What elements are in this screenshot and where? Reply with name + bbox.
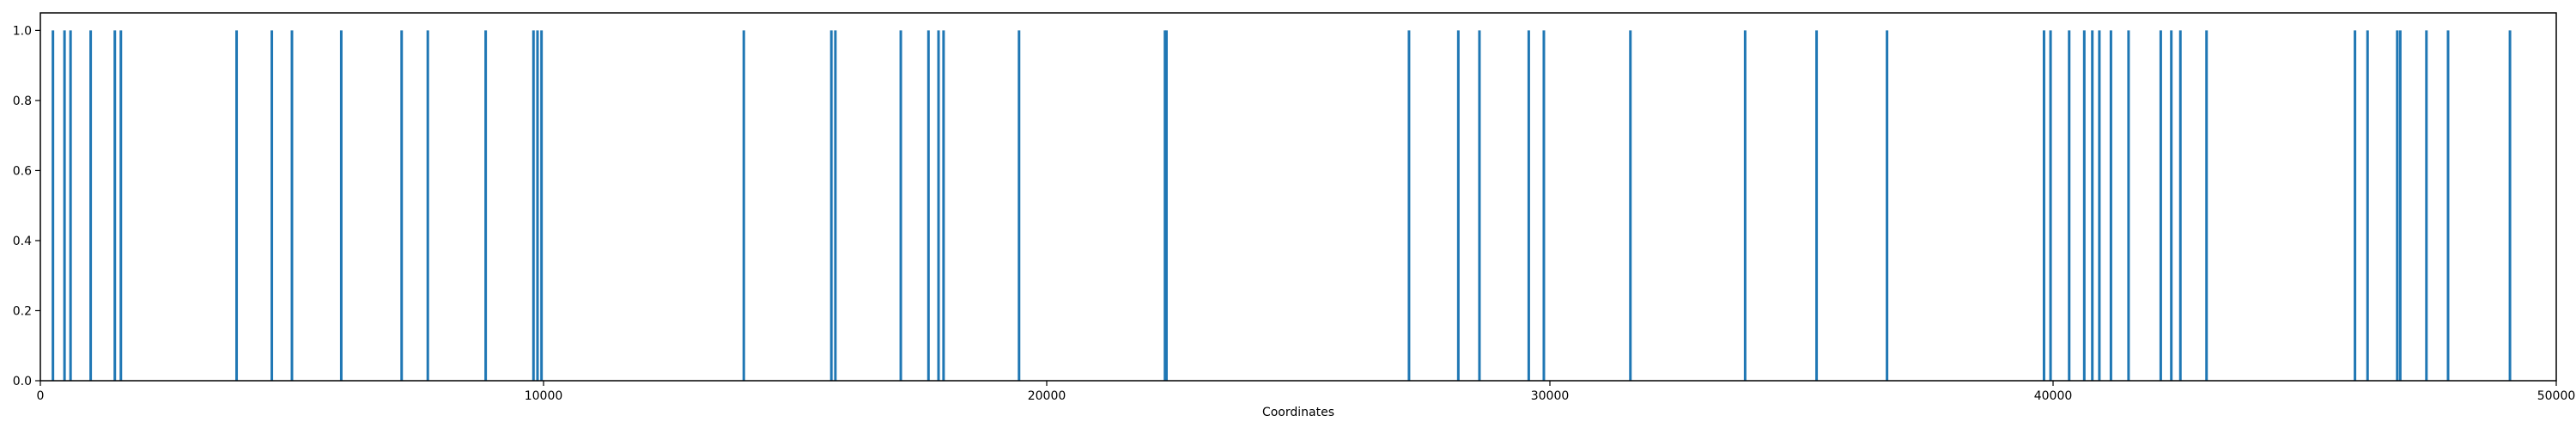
x-tick-label: 50000 [2537,389,2576,403]
bar [2205,30,2208,381]
bar [1018,30,1021,381]
bar [235,30,239,381]
bar [69,30,72,381]
bar [540,30,544,381]
bar [2068,30,2071,381]
bar [2127,30,2130,381]
y-tick-label: 0.6 [13,164,32,178]
plot-frame [39,12,2557,382]
bar [2042,30,2045,381]
bar [834,30,837,381]
bar [742,30,745,381]
bar [1629,30,1632,381]
bar [927,30,930,381]
bar [1164,30,1168,381]
bar [1163,30,1167,381]
bar [2396,30,2399,381]
bar [2049,30,2052,381]
bar [2091,30,2094,381]
axes-layer: 0 10000 20000 30000 40000 50000 0.0 0.2 0.4 0.6 0.… [13,24,2576,403]
bar [2170,30,2173,381]
bar [536,30,539,381]
bar [1527,30,1530,381]
bar [899,30,902,381]
bar [2508,30,2512,381]
bar [532,30,535,381]
bar [63,30,66,381]
bar [942,30,945,381]
bar [89,30,93,381]
x-axis-label: Coordinates [1262,406,1334,419]
bar [2109,30,2112,381]
bar [2098,30,2101,381]
bar [1478,30,1481,381]
bar [426,30,429,381]
bar [484,30,488,381]
bar [2178,30,2182,381]
y-tick-label: 0.2 [13,304,32,318]
bar [119,30,123,381]
x-tick-label: 10000 [525,389,563,403]
bar [2366,30,2369,381]
bar [2398,30,2402,381]
bar [2446,30,2450,381]
bar [2354,30,2357,381]
x-tick-label: 20000 [1028,389,1066,403]
bar [2159,30,2162,381]
y-tick-label: 0.0 [13,375,32,388]
bar [270,30,274,381]
bar [1815,30,1819,381]
bar [2082,30,2086,381]
bar [1542,30,1546,381]
bars-layer [52,30,2512,381]
bar [339,30,343,381]
bar [52,30,55,381]
bar [1743,30,1747,381]
bar [2425,30,2428,381]
y-tick-label: 0.8 [13,95,32,108]
y-tick-label: 1.0 [13,24,32,38]
bar [829,30,833,381]
bar [937,30,940,381]
bar [400,30,404,381]
bar [1456,30,1460,381]
bar [113,30,117,381]
x-tick-label: 40000 [2034,389,2073,403]
bar [290,30,294,381]
bar [1407,30,1411,381]
x-tick-label: 0 [37,389,45,403]
y-tick-label: 0.4 [13,235,32,248]
bar [1886,30,1889,381]
x-tick-label: 30000 [1531,389,1570,403]
